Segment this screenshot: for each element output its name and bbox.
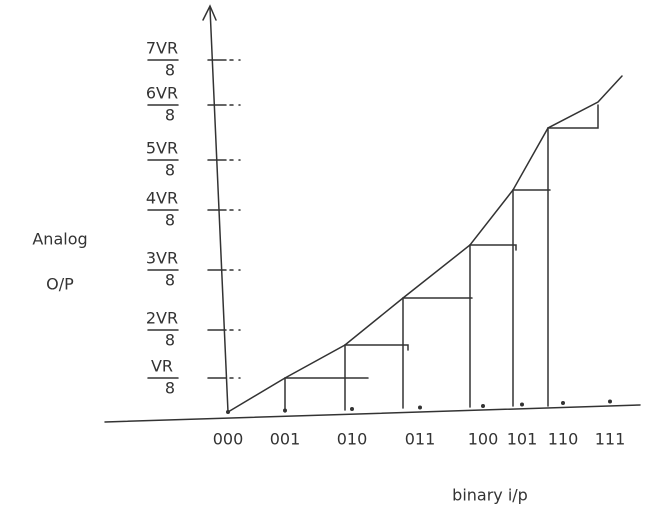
x-tick-dot — [520, 403, 524, 407]
y-tick-numerator: 7VR — [146, 39, 178, 58]
x-tick-label: 111 — [595, 430, 626, 449]
x-tick-dot — [350, 407, 354, 411]
y-tick-numerator: 3VR — [146, 249, 178, 268]
y-tick-denominator: 8 — [165, 379, 175, 398]
diagram: Analog O/P binary i/p 000 001 010 011 100 101… — [0, 0, 656, 524]
x-tick-label: 000 — [213, 430, 244, 449]
x-tick-label: 101 — [507, 430, 538, 449]
y-tick-numerator: 6VR — [146, 84, 178, 103]
x-tick-label: 110 — [548, 430, 579, 449]
x-axis — [105, 405, 640, 422]
x-tick-label: 010 — [337, 430, 368, 449]
ideal-line — [228, 76, 622, 412]
y-tick-denominator: 8 — [165, 271, 175, 290]
y-tick-denominator: 8 — [165, 106, 175, 125]
x-tick-dot — [608, 400, 612, 404]
x-tick-dot — [283, 409, 287, 413]
y-tick-numerator: 2VR — [146, 309, 178, 328]
staircase — [285, 105, 598, 412]
x-label: binary i/p — [452, 486, 528, 505]
x-tick-label: 100 — [468, 430, 499, 449]
x-tick-dot — [561, 401, 565, 405]
y-tick-numerator: 5VR — [146, 139, 178, 158]
y-tick-denominator: 8 — [165, 211, 175, 230]
x-tick-dot — [418, 406, 422, 410]
y-tick-denominator: 8 — [165, 61, 175, 80]
x-tick-dot — [481, 404, 485, 408]
y-label: O/P — [46, 275, 74, 294]
y-label: Analog — [32, 230, 87, 249]
y-tick-denominator: 8 — [165, 331, 175, 350]
y-tick-numerator: 4VR — [146, 189, 178, 208]
x-tick-label: 001 — [270, 430, 301, 449]
x-tick-dot — [226, 410, 230, 414]
y-tick-numerator: VR — [151, 357, 173, 376]
y-tick-denominator: 8 — [165, 161, 175, 180]
x-tick-label: 011 — [405, 430, 436, 449]
